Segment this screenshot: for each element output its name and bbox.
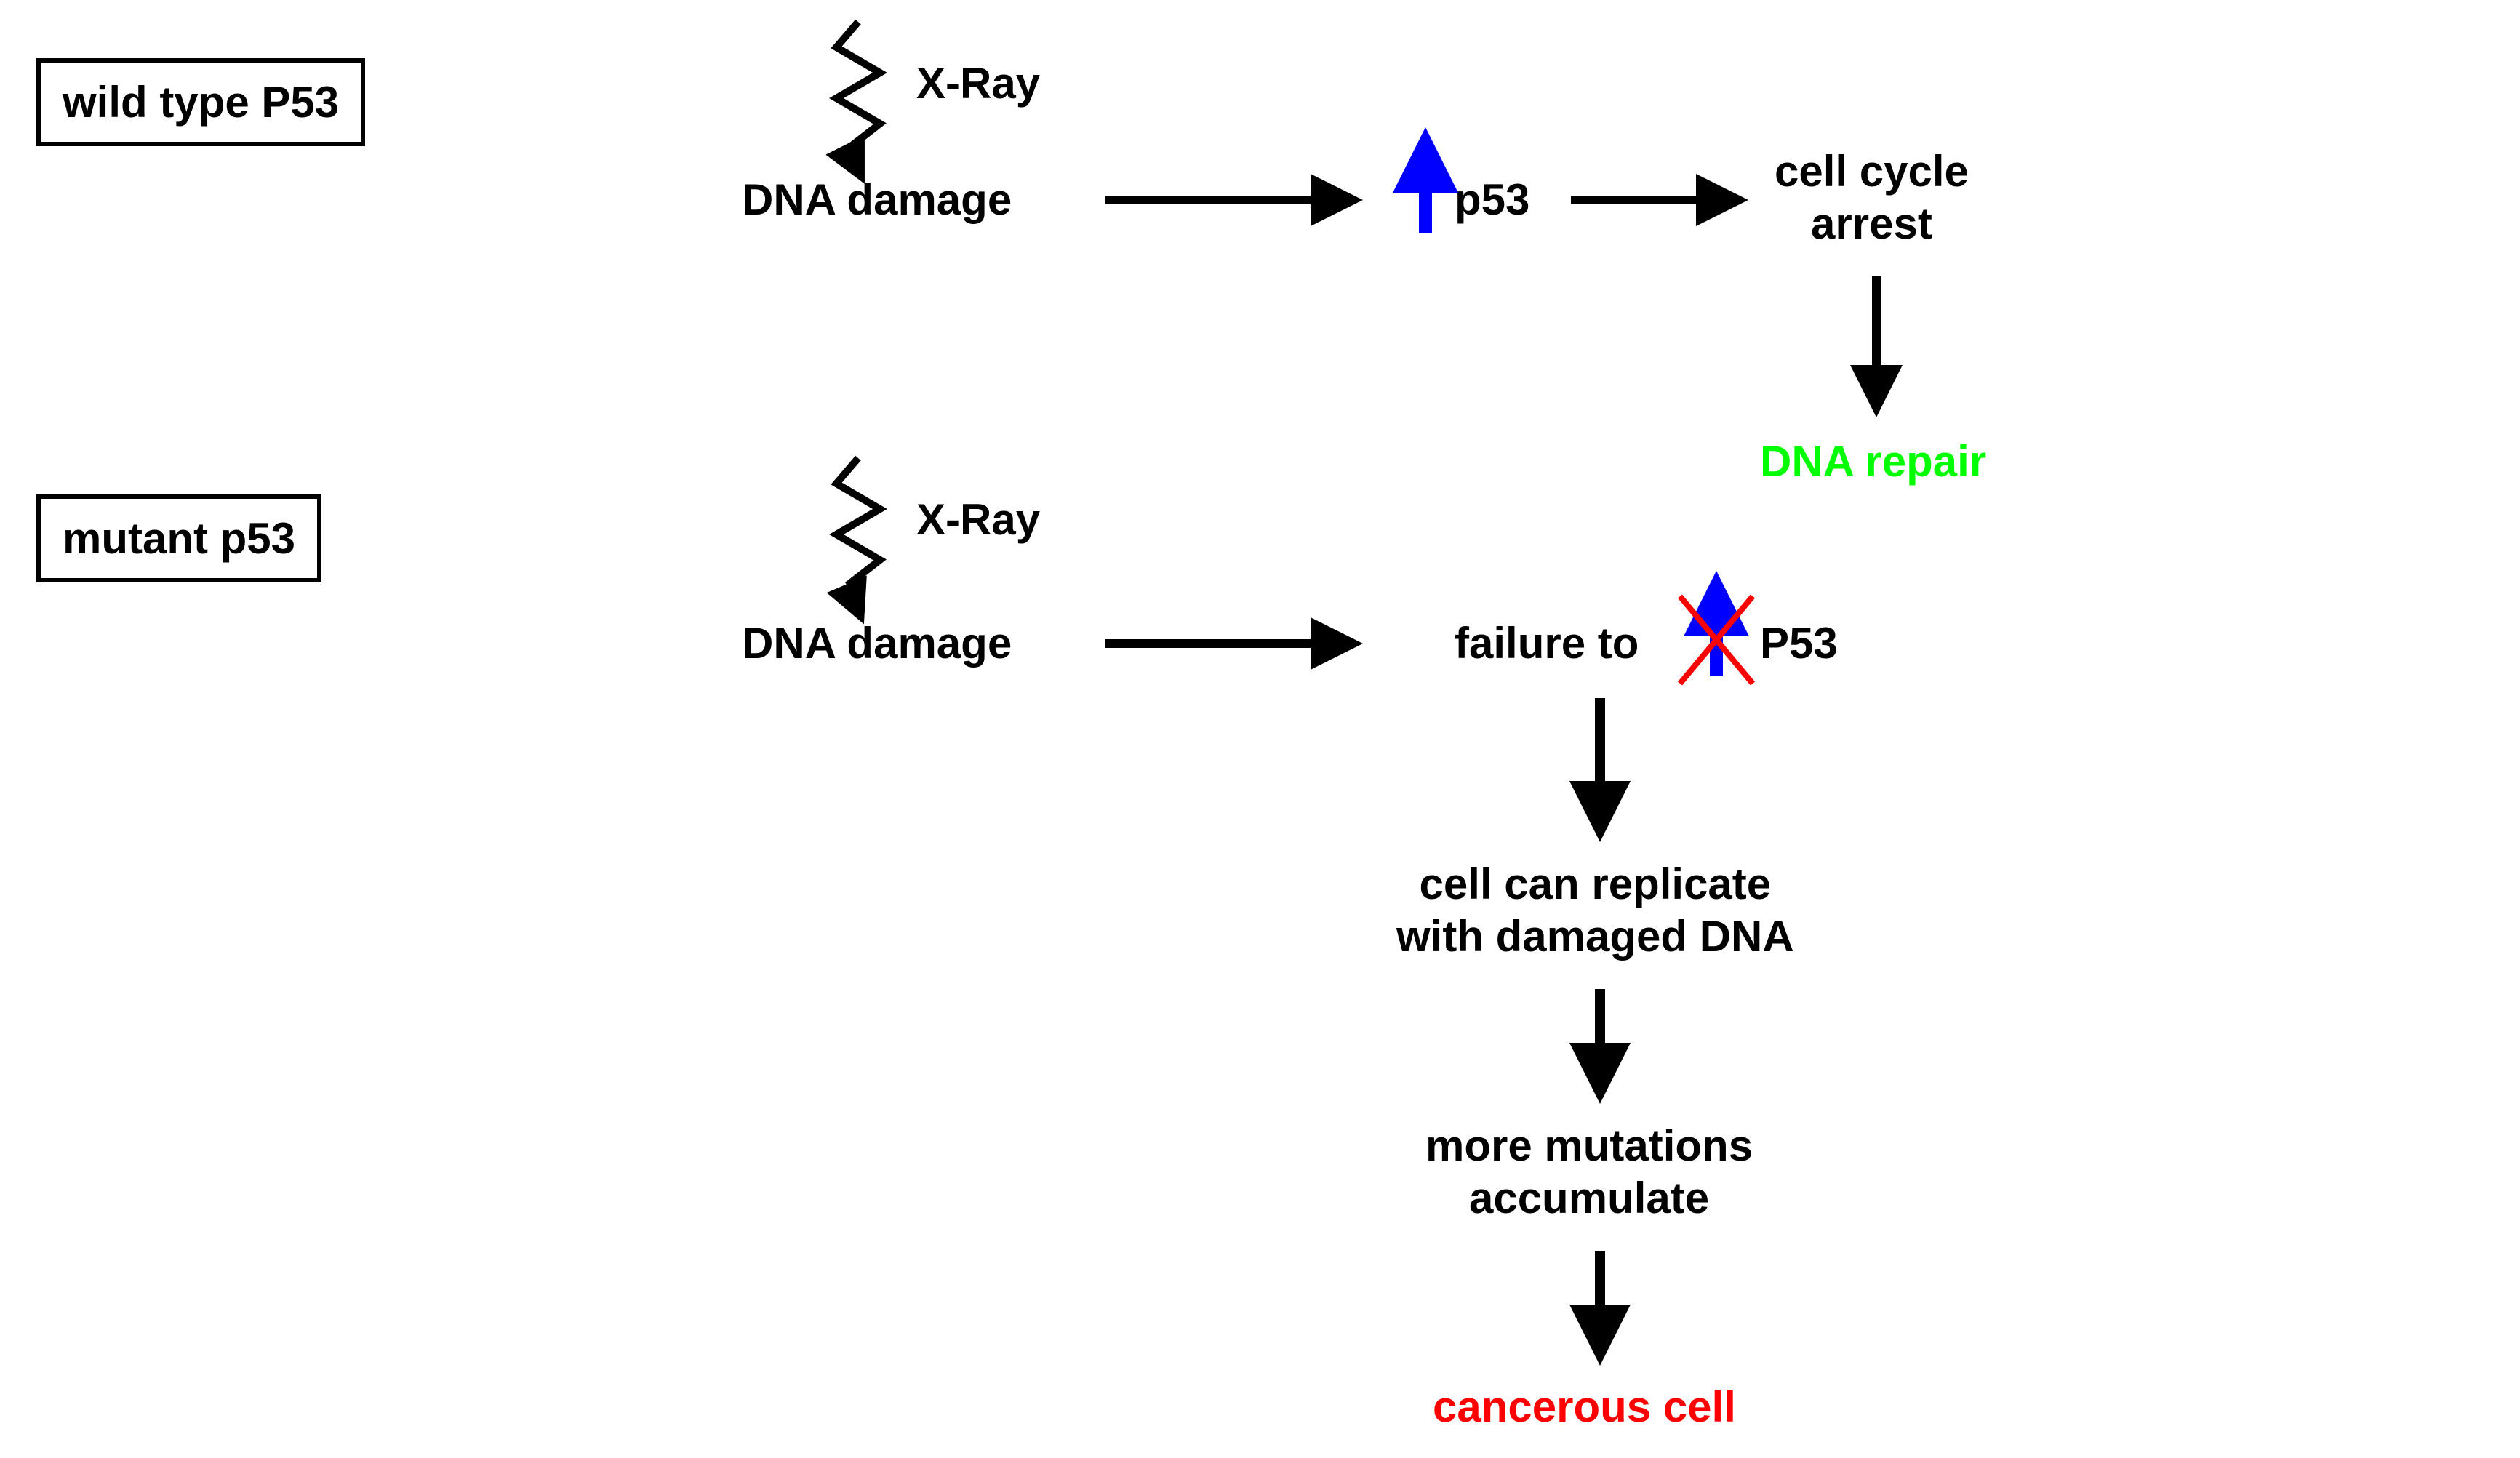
cell-cycle-l2: arrest xyxy=(1811,199,1932,248)
x-mark-icon xyxy=(1680,596,1753,684)
wild-type-label: wild type P53 xyxy=(63,78,339,127)
diagram-svg xyxy=(0,0,2520,1458)
dna-damage2-label: DNA damage xyxy=(742,618,1012,668)
mutations-l1: more mutations xyxy=(1425,1121,1753,1170)
mutant-label: mutant p53 xyxy=(63,514,295,563)
replicate-label: cell can replicate with damaged DNA xyxy=(1396,858,1794,963)
mutant-box: mutant p53 xyxy=(36,494,321,582)
zigzag-arrow-icon xyxy=(836,22,880,149)
mutations-l2: accumulate xyxy=(1469,1174,1709,1222)
cell-cycle-arrest-label: cell cycle arrest xyxy=(1775,145,1969,250)
cell-cycle-l1: cell cycle xyxy=(1775,147,1969,196)
dna-repair-label: DNA repair xyxy=(1760,436,1986,486)
dna-damage1-label: DNA damage xyxy=(742,175,1012,225)
failure-to-label: failure to xyxy=(1455,618,1639,668)
xray2-label: X-Ray xyxy=(916,494,1040,545)
replicate-l2: with damaged DNA xyxy=(1396,912,1794,961)
zigzag-arrow-icon xyxy=(836,458,880,585)
replicate-l1: cell can replicate xyxy=(1420,860,1772,908)
p53-label: p53 xyxy=(1455,175,1529,225)
p53-cap-label: P53 xyxy=(1760,618,1838,668)
x-mark-icon xyxy=(1680,596,1753,684)
xray1-label: X-Ray xyxy=(916,58,1040,108)
cancerous-label: cancerous cell xyxy=(1433,1382,1736,1432)
wild-type-box: wild type P53 xyxy=(36,58,365,146)
mutations-label: more mutations accumulate xyxy=(1425,1120,1753,1225)
